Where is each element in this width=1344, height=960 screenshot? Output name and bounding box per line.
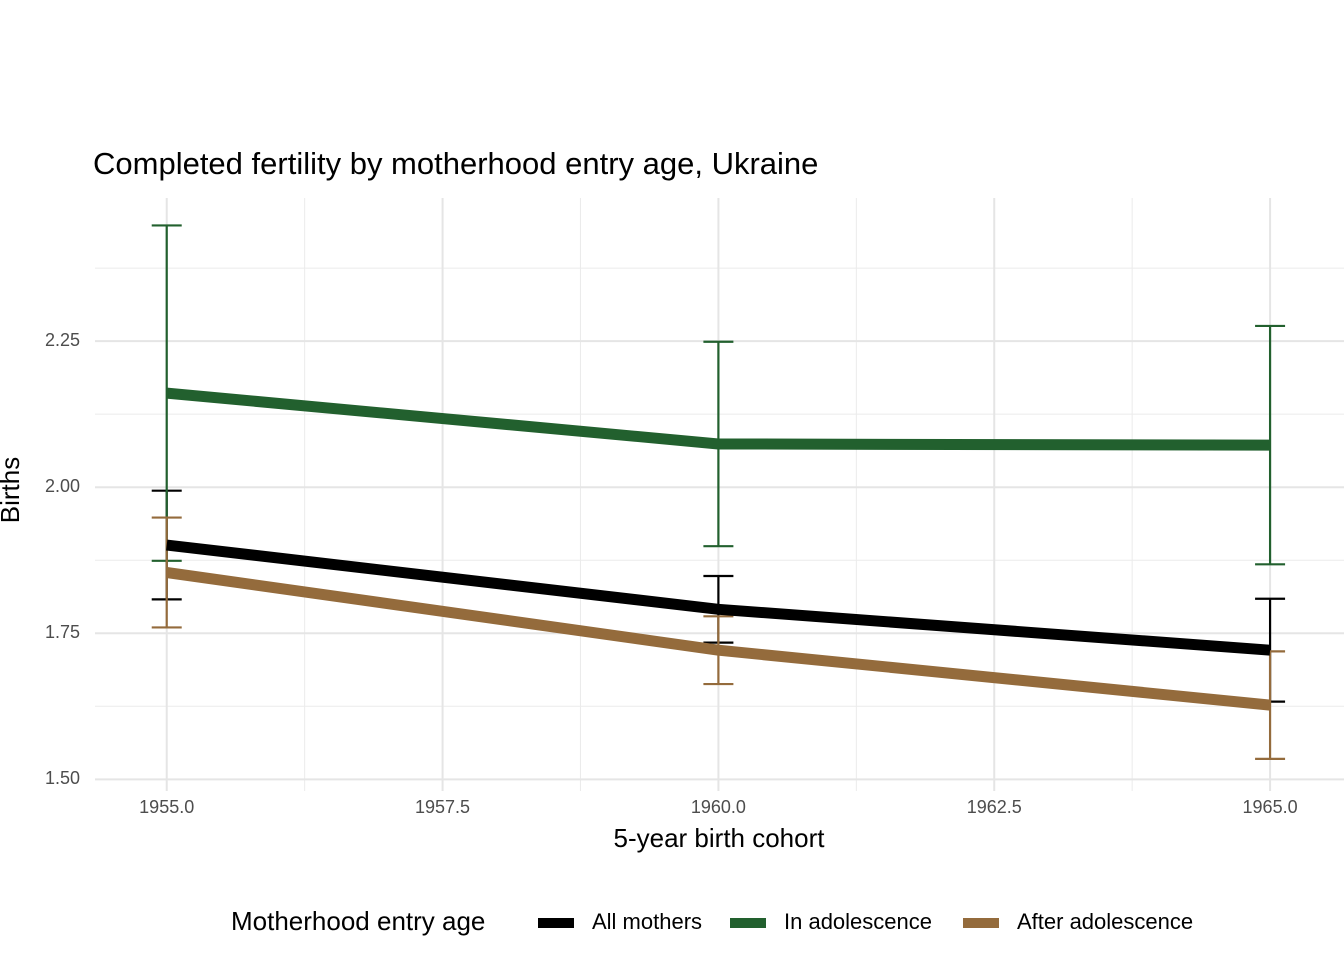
y-tick-label: 2.00 [45, 476, 80, 496]
series-line [166, 539, 1271, 656]
series-line [165, 567, 1271, 711]
chart-title: Completed fertility by motherhood entry … [93, 146, 818, 181]
legend-label: In adolescence [784, 909, 932, 934]
legend-label: All mothers [592, 909, 702, 934]
legend-label: After adolescence [1017, 909, 1193, 934]
legend-key [538, 918, 574, 928]
series-line [166, 387, 1271, 451]
x-tick-label: 1955.0 [139, 797, 194, 817]
x-tick-label: 1957.5 [415, 797, 470, 817]
y-tick-label: 1.75 [45, 622, 80, 642]
x-tick-label: 1960.0 [691, 797, 746, 817]
error-bar [151, 516, 182, 629]
y-axis-title: Births [0, 457, 25, 523]
error-bar [1255, 324, 1286, 566]
x-axis-title: 5-year birth cohort [614, 823, 826, 853]
x-tick-label: 1962.5 [967, 797, 1022, 817]
x-tick-label: 1965.0 [1243, 797, 1298, 817]
y-tick-label: 1.50 [45, 768, 80, 788]
legend-title: Motherhood entry age [231, 906, 485, 936]
legend-key [963, 918, 999, 928]
legend-key [730, 918, 766, 928]
y-tick-label: 2.25 [45, 330, 80, 350]
